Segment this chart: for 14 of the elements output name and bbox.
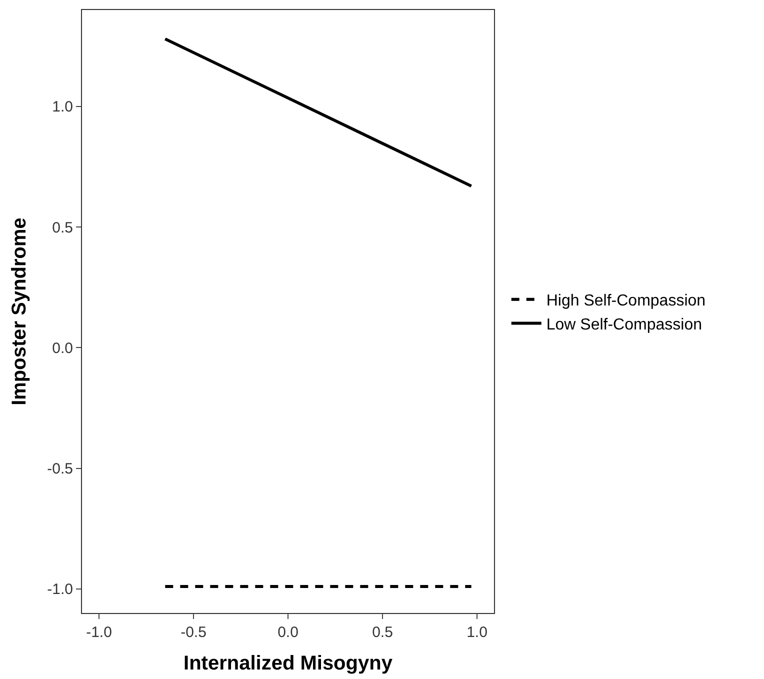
x-tick-label: 1.0 (466, 624, 488, 641)
legend-label: Low Self-Compassion (546, 316, 702, 334)
y-axis-title: Imposter Syndrome (8, 218, 31, 406)
y-tick-label: 1.0 (52, 98, 73, 116)
x-tick-label: 0.5 (372, 624, 393, 641)
x-tick-label: 0.0 (278, 624, 298, 641)
legend-label: High Self-Compassion (546, 292, 706, 310)
x-tick-label: -0.5 (180, 624, 206, 641)
x-axis-title: Internalized Misogyny (184, 652, 394, 674)
y-tick-label: 0.0 (52, 340, 73, 357)
y-tick-label: 0.5 (52, 219, 73, 236)
x-tick-label: -1.0 (86, 624, 112, 641)
y-tick-label: -0.5 (47, 460, 73, 478)
y-tick-label: -1.0 (47, 581, 73, 598)
